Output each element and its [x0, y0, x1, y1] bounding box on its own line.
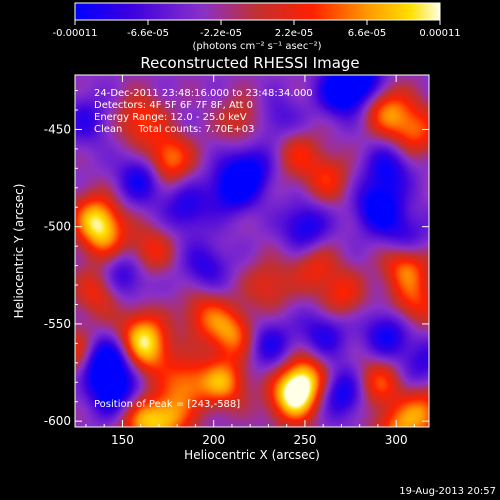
annotation-time-range: 24-Dec-2011 23:48:16.000 to 23:48:34.000 [94, 88, 313, 99]
annotation-clean-counts: Clean Total counts: 7.70E+03 [94, 124, 254, 135]
peak-position-label: Position of Peak = [243,-588] [94, 399, 240, 410]
x-tick-label: 250 [293, 433, 316, 447]
colorbar-tick-label: -6.6e-05 [127, 28, 169, 39]
x-axis-ticks: 150 200 250 300 [85, 75, 415, 447]
x-tick-label: 150 [111, 433, 134, 447]
y-tick-label: -500 [44, 220, 71, 234]
plot-border [74, 74, 430, 428]
x-axis-label: Heliocentric X (arcsec) [184, 448, 320, 462]
colorbar-tick-label: -0.00011 [53, 28, 98, 39]
image-frame [75, 75, 429, 427]
chart-title: Reconstructed RHESSI Image [140, 54, 359, 72]
x-tick-label: 200 [202, 433, 225, 447]
colorbar-tick-label: 0.00011 [419, 28, 460, 39]
colorbar-units: (photons cm⁻² s⁻¹ asec⁻²) [192, 41, 321, 52]
heatmap-image [75, 75, 429, 427]
x-tick-label: 300 [385, 433, 408, 447]
y-axis-ticks: -450 -500 -550 -600 [44, 90, 429, 428]
y-axis-label: Heliocentric Y (arcsec) [12, 184, 26, 319]
footer-timestamp: 19-Aug-2013 20:57 [399, 486, 496, 497]
colorbar-tick-label: 6.6e-05 [348, 28, 386, 39]
colorbar-ticks: -0.00011 -6.6e-05 -2.2e-05 2.2e-05 6.6e-05 0.… [53, 20, 461, 39]
colorbar-tick-label: -2.2e-05 [200, 28, 242, 39]
annotation-energy-range: Energy Range: 12.0 - 25.0 keV [94, 112, 247, 123]
y-tick-label: -550 [44, 317, 71, 331]
y-tick-label: -600 [44, 414, 71, 428]
colorbar-tick-label: 2.2e-05 [275, 28, 313, 39]
annotation-detectors: Detectors: 4F 5F 6F 7F 8F, Att 0 [94, 100, 253, 111]
colorbar [74, 2, 441, 21]
y-tick-label: -450 [44, 122, 71, 136]
